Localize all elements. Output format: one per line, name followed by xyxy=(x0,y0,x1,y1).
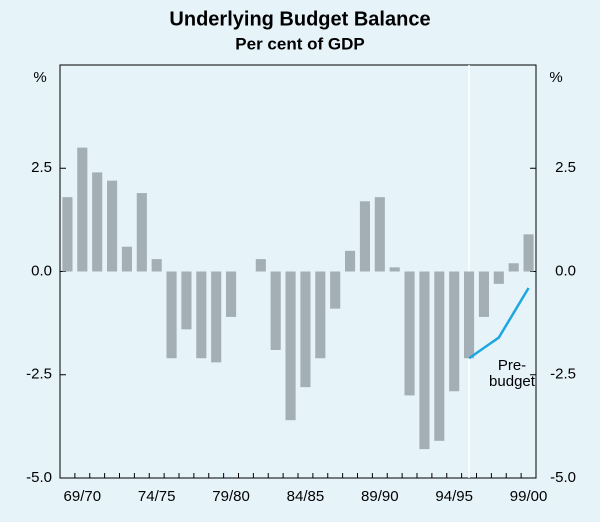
y2-tick-label: -5.0 xyxy=(550,469,576,486)
y-tick-label: -2.5 xyxy=(26,366,52,383)
bar xyxy=(419,271,430,450)
bar xyxy=(464,271,475,359)
y-axis-label: % xyxy=(33,69,46,86)
x-tick-label: 84/85 xyxy=(287,488,325,505)
bar xyxy=(315,271,326,359)
bar xyxy=(211,271,222,363)
y2-tick-label: 0.0 xyxy=(555,262,576,279)
bar xyxy=(404,271,415,396)
bar xyxy=(389,267,400,272)
annotation: Pre- xyxy=(498,357,526,374)
bar xyxy=(62,197,73,272)
y-tick-label: 0.0 xyxy=(31,262,52,279)
bar xyxy=(92,172,103,272)
bar xyxy=(166,271,177,359)
bar xyxy=(107,180,118,272)
bar xyxy=(330,271,341,309)
x-tick-label: 89/90 xyxy=(361,488,399,505)
bar xyxy=(449,271,460,392)
bar xyxy=(300,271,311,388)
annotation: budget xyxy=(489,373,536,390)
bar xyxy=(508,263,519,272)
x-tick-label: 99/00 xyxy=(510,488,548,505)
line xyxy=(468,287,530,360)
bar xyxy=(121,246,132,272)
chart-subtitle: Per cent of GDP xyxy=(235,34,364,53)
chart-title: Underlying Budget Balance xyxy=(169,8,430,30)
x-tick-label: 94/95 xyxy=(435,488,473,505)
bar xyxy=(359,201,370,272)
bar xyxy=(270,271,281,350)
y-tick-label: -5.0 xyxy=(26,469,52,486)
y2-axis-label: % xyxy=(549,69,562,86)
y2-tick-label: 2.5 xyxy=(555,159,576,176)
x-tick-label: 74/75 xyxy=(138,488,176,505)
bar xyxy=(493,271,504,284)
y-tick-label: 2.5 xyxy=(31,159,52,176)
bar xyxy=(255,259,266,272)
bar xyxy=(77,147,88,272)
x-tick-label: 79/80 xyxy=(212,488,250,505)
y2-tick-label: -2.5 xyxy=(550,366,576,383)
bar xyxy=(523,234,534,272)
x-tick-label: 69/70 xyxy=(64,488,102,505)
bar xyxy=(374,197,385,272)
bar xyxy=(285,271,296,421)
bar xyxy=(226,271,237,317)
bar xyxy=(136,193,147,272)
bar xyxy=(478,271,489,317)
bar xyxy=(181,271,192,330)
bar xyxy=(345,250,356,272)
bar xyxy=(151,259,162,272)
bar xyxy=(434,271,445,441)
bar xyxy=(196,271,207,359)
